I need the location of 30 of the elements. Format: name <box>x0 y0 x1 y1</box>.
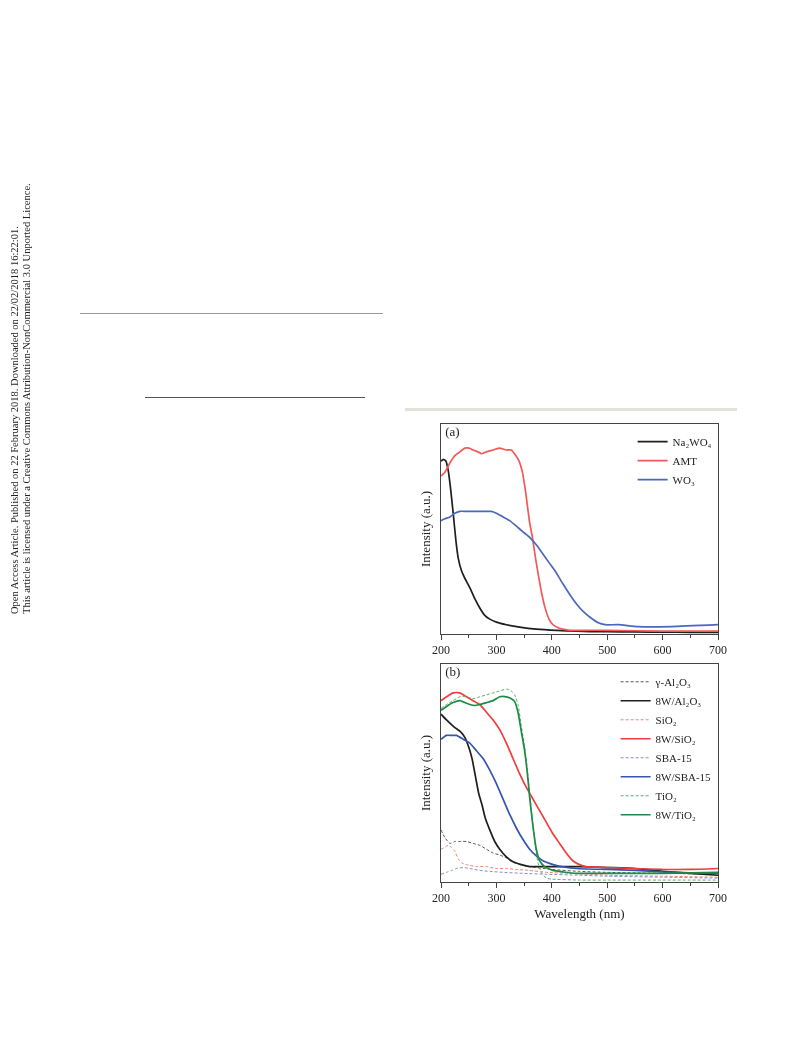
legend-label: TiO₂ <box>655 790 677 803</box>
legend-label: SBA-15 <box>655 752 693 765</box>
legend-label: 8W/SiO₂ <box>655 733 696 746</box>
x-tick-label: 600 <box>653 891 672 906</box>
x-axis-title: Wavelength (nm) <box>534 906 625 921</box>
x-tick-label: 400 <box>542 643 561 658</box>
chart-title: (b) <box>445 664 461 680</box>
text: This article is licensed under a Creative Commons Attribution-NonCommercial 3.0 Unported Licence. <box>20 183 32 614</box>
legend-label: Na₂WO₄ <box>672 435 712 448</box>
legend-label: AMT <box>672 454 698 467</box>
x-tick-label: 300 <box>487 891 506 906</box>
x-tick-label: 400 <box>542 891 561 906</box>
y-axis-title: Intensity (a.u.) <box>417 490 433 568</box>
chart-title: (a) <box>445 424 460 440</box>
x-tick-label: 700 <box>709 891 727 906</box>
x-tick-label: 700 <box>709 643 727 658</box>
x-tick-label: 200 <box>432 643 450 658</box>
legend-label: 8W/TiO₂ <box>655 809 696 822</box>
legend-label: 8W/SBA-15 <box>655 771 712 784</box>
x-tick-label: 300 <box>487 643 506 658</box>
text: Open Access Article. Published on 22 February 2018. Downloaded on 22/02/2018 16:22:01. <box>9 225 21 614</box>
legend-label: SiO₂ <box>655 714 677 727</box>
x-tick-label: 500 <box>598 643 617 658</box>
legend-label: γ-Al₂O₃ <box>654 676 691 689</box>
x-tick-label: 600 <box>653 643 672 658</box>
x-tick-label: 200 <box>432 891 450 906</box>
legend-label: WO₃ <box>672 473 695 486</box>
legend-label: 8W/Al₂O₃ <box>655 695 702 708</box>
x-tick-label: 500 <box>598 891 617 906</box>
y-axis-title: Intensity (a.u.) <box>417 734 433 812</box>
